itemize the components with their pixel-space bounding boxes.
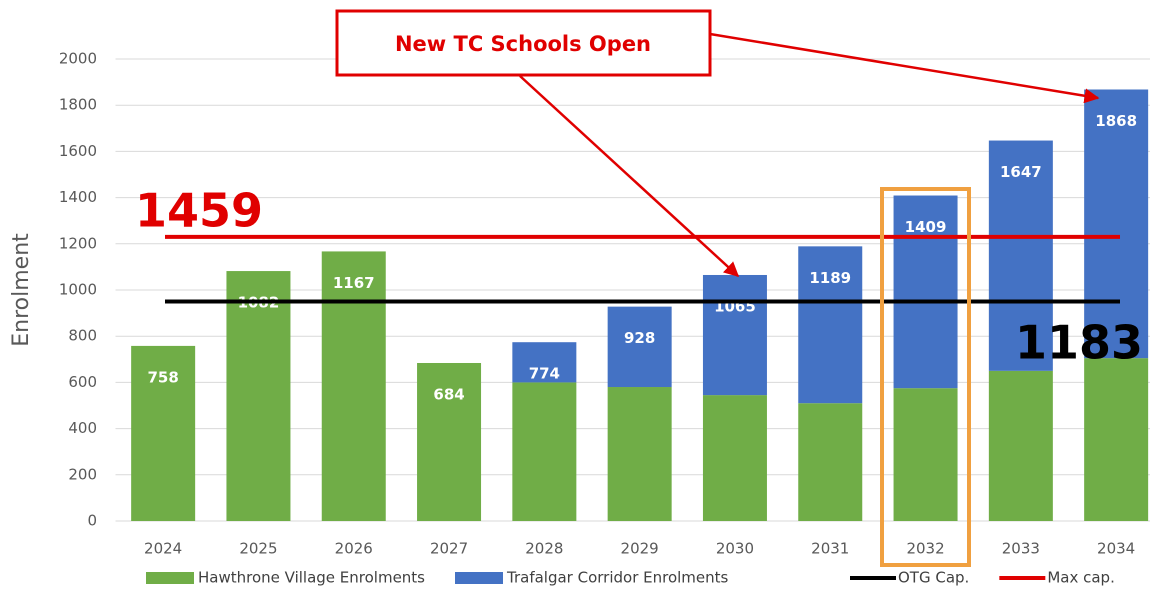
y-tick-label: 600 [68,373,97,391]
bar-segment [798,246,863,404]
arrow [519,75,740,278]
bar-segment [512,382,577,521]
legend-label: Max cap. [1047,569,1115,587]
y-tick-label: 1800 [59,96,97,114]
y-tick-label: 2000 [59,50,97,68]
bar-segment [131,345,196,521]
y-tick-label: 400 [68,419,97,437]
bar-segment [607,387,672,521]
x-tick-label: 2032 [906,540,944,558]
legend-swatch [455,572,503,584]
annotation: 1459 [135,184,263,238]
arrow [709,32,1100,104]
x-tick-label: 2033 [1002,540,1040,558]
bar-segment [893,195,958,389]
bar-segment [1084,89,1149,359]
x-tick-label: 2029 [621,540,659,558]
highlight-box [880,187,971,567]
bar-segment [226,271,291,521]
legend-label: Hawthrone Village Enrolments [198,569,425,587]
bar-segment [702,395,767,521]
bar-segment [988,370,1053,521]
bar-segment [417,362,482,521]
plot: 0 200 400 600 800 1000 1200 1400 1600 1800 2000 202… [59,50,1150,587]
bar-segment [798,403,863,521]
bar-total-label: 1167 [333,274,375,292]
bar-total-label: 774 [529,365,560,383]
x-tick-label: 2028 [525,540,563,558]
y-tick-label: 200 [68,465,97,483]
bar-segment [1084,358,1149,521]
bar-total-label: 1189 [809,269,851,287]
annotation: 1183 [1015,316,1143,370]
y-axis-label: Enrolment [9,233,34,347]
y-tick-label: 0 [87,512,97,530]
bar-total-label: 1868 [1095,112,1137,130]
bar-total-label: 1409 [905,218,947,236]
bar-total-label: 928 [624,329,655,347]
x-tick-label: 2031 [811,540,849,558]
x-tick-label: 2034 [1097,540,1135,558]
legend-label: Trafalgar Corridor Enrolments [506,569,729,587]
callout: New TC Schools Open [395,32,651,56]
bar-segment [512,342,577,383]
bar-total-label: 1647 [1000,163,1042,181]
bar-total-label: 758 [147,368,178,386]
bar-segment [607,306,672,388]
y-tick-label: 1200 [59,234,97,252]
callout-box [335,9,712,77]
bar-segment [702,274,767,396]
x-tick-label: 2026 [335,540,373,558]
bar-total-label: 684 [433,385,464,403]
bar-segment [893,388,958,521]
y-tick-label: 1400 [59,188,97,206]
x-tick-label: 2030 [716,540,754,558]
x-tick-label: 2025 [239,540,277,558]
y-tick-label: 800 [68,327,97,345]
x-tick-label: 2027 [430,540,468,558]
bar-segment [321,251,386,521]
x-tick-label: 2024 [144,540,182,558]
legend-label: OTG Cap. [898,569,969,587]
y-tick-label: 1000 [59,281,97,299]
bar-segment [988,140,1053,371]
y-tick-label: 1600 [59,142,97,160]
legend-swatch [146,572,194,584]
